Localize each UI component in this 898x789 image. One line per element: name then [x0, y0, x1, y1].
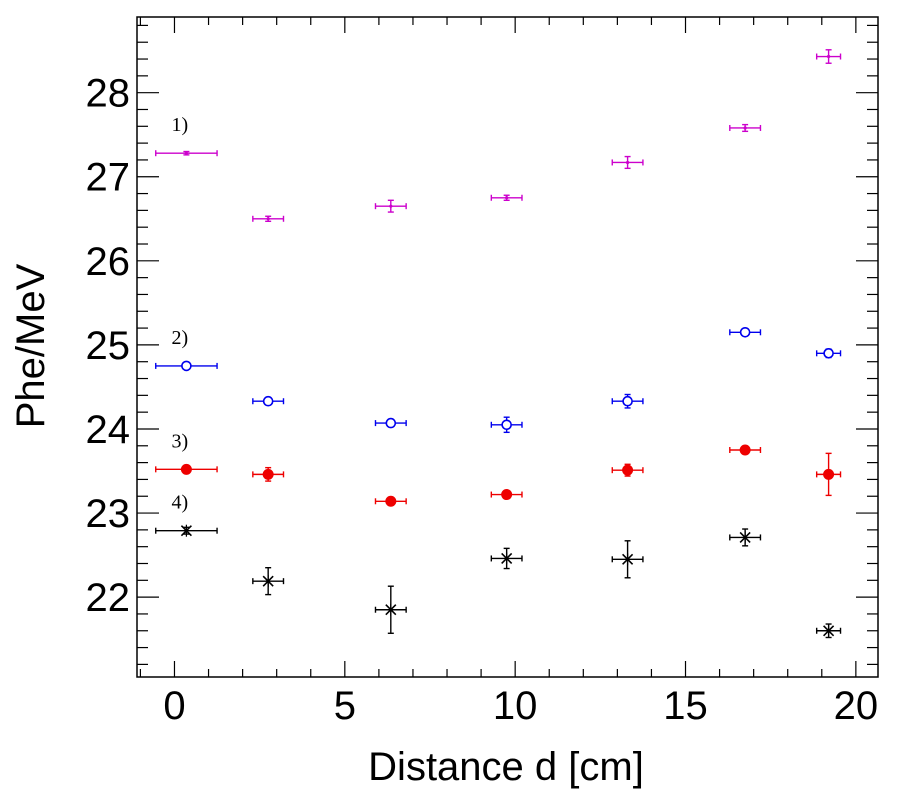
- y-tick-label: 23: [86, 492, 131, 536]
- data-point: [611, 393, 644, 409]
- data-point: [374, 495, 407, 507]
- data-point: [611, 463, 644, 477]
- plot-frame: [136, 16, 879, 678]
- point-marker: [385, 495, 397, 507]
- point-marker: [625, 160, 630, 165]
- data-point: [611, 155, 644, 170]
- series-filled-circle: 3): [155, 430, 842, 507]
- data-point: [729, 528, 762, 547]
- data-point: [815, 623, 842, 639]
- data-point: [155, 463, 218, 475]
- y-tick-label: 28: [86, 72, 131, 116]
- x-axis-title: Distance d [cm]: [368, 745, 644, 789]
- y-tick-label: 26: [86, 240, 131, 284]
- point-marker: [739, 326, 751, 338]
- series-label: 3): [171, 430, 188, 452]
- point-marker: [739, 444, 751, 456]
- point-marker: [743, 126, 747, 130]
- point-marker: [389, 204, 393, 208]
- data-point: [729, 326, 762, 338]
- point-marker: [501, 489, 513, 501]
- data-point: [252, 567, 285, 596]
- data-point: [374, 585, 407, 634]
- point-marker: [823, 348, 834, 359]
- series-label: 4): [171, 492, 188, 514]
- data-point: [252, 395, 285, 407]
- x-tick-label: 0: [163, 684, 185, 728]
- data-point: [252, 466, 285, 482]
- data-point: [252, 215, 285, 223]
- data-point: [815, 348, 842, 359]
- point-marker: [622, 395, 633, 407]
- x-tick-label: 5: [334, 684, 356, 728]
- point-marker: [262, 468, 274, 480]
- point-marker: [262, 395, 274, 407]
- data-point: [155, 150, 218, 157]
- y-tick-label: 25: [86, 324, 131, 368]
- series-star: 4): [155, 492, 842, 639]
- x-tick-label: 20: [834, 684, 879, 728]
- data-point: [374, 199, 407, 213]
- point-marker: [622, 464, 634, 476]
- series-dot: 1): [155, 49, 842, 223]
- y-tick-label: 22: [86, 576, 131, 620]
- point-marker: [823, 468, 835, 480]
- data-point: [155, 360, 218, 372]
- data-point: [490, 194, 523, 201]
- point-marker: [181, 360, 192, 372]
- axis-labels: Distance d [cm] Phe/MeV: [9, 263, 644, 789]
- plot-area: 0 5 10 15 20 22 23 24 25 26 27 28 1) 2) 3) 4): [86, 16, 879, 728]
- series-label: 2): [171, 327, 188, 349]
- point-marker: [385, 417, 397, 429]
- point-marker: [266, 217, 270, 221]
- point-marker: [827, 54, 831, 59]
- point-marker: [180, 463, 192, 475]
- data-point: [729, 444, 762, 456]
- series-label: 1): [171, 114, 188, 136]
- point-marker: [501, 419, 512, 431]
- data-point: [374, 417, 407, 429]
- data-point: [490, 416, 523, 434]
- data-point: [815, 49, 842, 64]
- y-axis-title: Phe/MeV: [9, 263, 53, 428]
- data-point: [815, 452, 842, 497]
- data-point: [490, 547, 523, 570]
- point-marker: [505, 196, 509, 200]
- point-marker: [184, 151, 188, 155]
- x-tick-label: 15: [663, 684, 708, 728]
- y-tick-label: 27: [86, 156, 131, 200]
- x-tick-label: 10: [493, 684, 538, 728]
- y-tick-label: 24: [86, 408, 131, 452]
- data-point: [729, 123, 762, 133]
- data-point: [611, 540, 644, 579]
- series-open-circle: 2): [155, 326, 842, 434]
- data-point: [490, 489, 523, 501]
- data-point: [155, 524, 218, 537]
